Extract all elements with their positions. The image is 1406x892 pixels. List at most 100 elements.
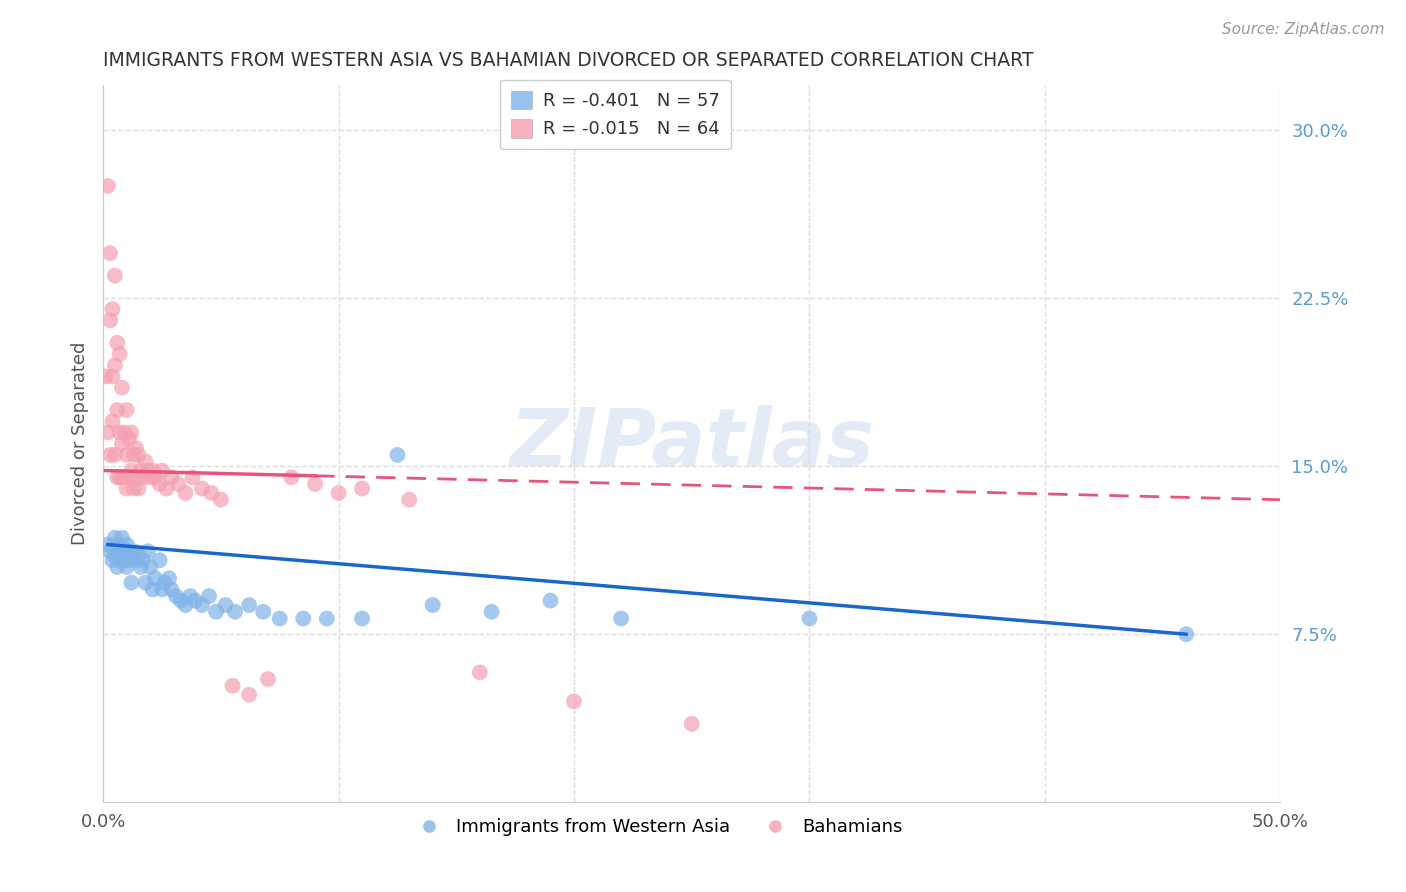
Point [191,598,214,612]
Point [105,403,128,417]
Point [120,575,142,590]
Point [118,470,141,484]
Text: Source: ZipAtlas.com: Source: ZipAtlas.com [1222,22,1385,37]
Point [115,560,138,574]
Point [129,464,152,478]
Point [112,542,135,557]
Point [98,544,121,558]
Point [112,470,135,484]
Text: IMMIGRANTS FROM WESTERN ASIA VS BAHAMIAN DIVORCED OR SEPARATED CORRELATION CHART: IMMIGRANTS FROM WESTERN ASIA VS BAHAMIAN… [103,51,1033,70]
Point [105,537,128,551]
Point [127,448,149,462]
Point [799,611,821,625]
Point [352,611,374,625]
Point [98,448,121,462]
Point [540,593,562,607]
Point [160,582,183,597]
Point [139,560,162,574]
Point [224,605,246,619]
Point [118,544,141,558]
Point [205,605,228,619]
Point [101,414,124,428]
Point [134,575,156,590]
Point [104,549,127,563]
Legend: Immigrants from Western Asia, Bahamians: Immigrants from Western Asia, Bahamians [404,811,910,844]
Point [481,605,503,619]
Point [238,688,260,702]
Point [105,560,128,574]
Point [387,448,409,462]
Point [352,482,374,496]
Point [139,470,162,484]
Point [118,553,141,567]
Point [184,593,207,607]
Point [304,477,326,491]
Point [108,425,131,440]
Point [101,302,124,317]
Point [252,605,274,619]
Point [142,582,165,597]
Point [238,598,260,612]
Point [101,369,124,384]
Point [610,611,633,625]
Point [214,598,236,612]
Point [108,544,131,558]
Point [149,477,172,491]
Point [198,589,221,603]
Point [191,482,214,496]
Point [111,531,134,545]
Text: ZIPatlas: ZIPatlas [509,405,875,483]
Point [112,425,135,440]
Point [122,544,145,558]
Point [104,448,127,462]
Point [269,611,291,625]
Point [181,470,204,484]
Point [112,553,135,567]
Point [174,598,197,612]
Point [143,571,166,585]
Point [156,482,179,496]
Point [115,448,138,462]
Point [108,553,131,567]
Point [422,598,444,612]
Point [125,553,148,567]
Point [111,549,134,563]
Point [562,694,585,708]
Point [97,537,120,551]
Point [129,560,152,574]
Point [136,544,159,558]
Point [101,553,124,567]
Point [120,549,142,563]
Point [115,403,138,417]
Point [292,611,315,625]
Point [127,549,149,563]
Point [153,575,176,590]
Point [132,470,155,484]
Point [200,486,222,500]
Point [98,246,121,260]
Point [134,455,156,469]
Point [97,425,120,440]
Point [328,486,350,500]
Point [398,492,420,507]
Point [111,470,134,484]
Point [104,358,127,372]
Point [105,335,128,350]
Point [118,432,141,446]
Point [165,589,187,603]
Point [149,553,172,567]
Point [167,477,190,491]
Point [120,464,142,478]
Point [97,178,120,193]
Point [104,531,127,545]
Point [221,679,243,693]
Point [150,582,173,597]
Point [280,470,302,484]
Point [136,464,159,478]
Point [111,381,134,395]
Point [160,470,183,484]
Point [179,589,201,603]
Point [170,593,193,607]
Point [125,441,148,455]
Point [120,425,142,440]
